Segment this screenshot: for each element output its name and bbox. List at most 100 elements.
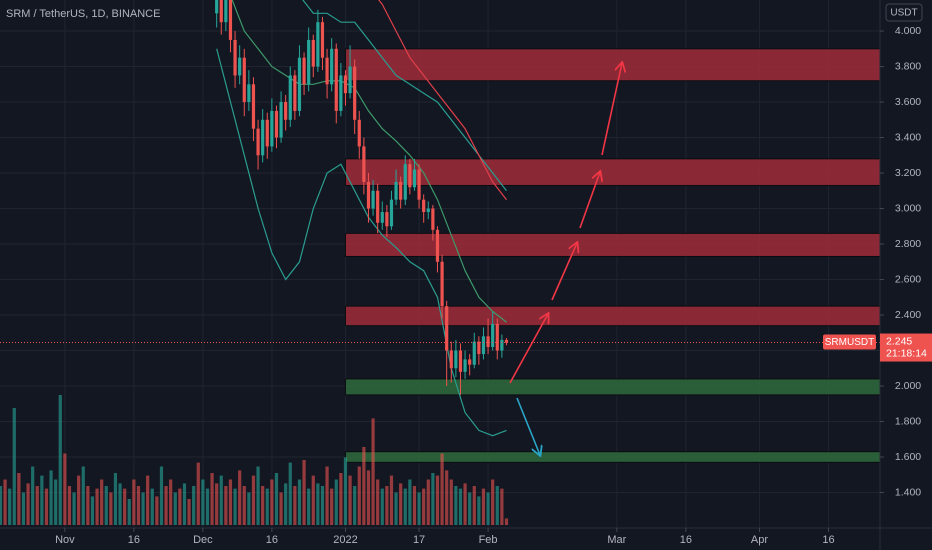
candle-body [265,119,269,147]
volume-bar [215,483,219,525]
candle-body [256,128,260,156]
y-tick-label: 2.800 [895,238,921,250]
candle-body [408,164,412,188]
y-tick-label: 3.000 [895,202,921,214]
volume-bar [481,488,486,525]
volume-bar [155,496,159,525]
y-tick-label: 3.800 [895,60,921,72]
volume-bar [348,475,352,525]
volume-bar [238,470,242,525]
volume-bar [58,395,62,525]
indicator-line [378,0,507,201]
volume-bar [26,483,30,525]
volume-bar [81,466,85,525]
currency-box[interactable] [885,3,923,22]
volume-bar [95,488,99,525]
candle-body [343,75,348,94]
volume-bar [90,496,95,525]
volume-bar [339,473,343,525]
volume-bar [288,462,292,525]
volume-bar [251,475,256,525]
candle-body [366,181,371,209]
candle-body [238,57,242,76]
volume-bar [330,488,334,525]
indicator-line [231,0,507,323]
candle-body [500,339,504,351]
volume-bar [500,488,504,525]
volume-bar [169,479,173,525]
candle-body [325,57,329,85]
volume-bar [35,486,39,525]
candle-body [376,190,380,223]
candle-body [399,181,403,200]
volume-bar [242,486,246,525]
volume-bar [196,462,200,525]
arrow [509,314,548,384]
y-tick-label: 2.600 [895,273,921,285]
volume-bar [256,466,260,525]
volume-bar [233,488,237,525]
chart-title: SRM / TetherUS, 1D, BINANCE [6,8,160,20]
volume-bar [173,492,177,525]
volume-bar [357,466,361,525]
candle-body [491,323,495,347]
volume-bar [307,488,311,525]
volume-bar [366,470,371,525]
volume-bar [422,488,426,525]
x-tick-label: 16 [680,534,692,546]
candle-body [224,0,228,23]
candle-body [362,146,366,182]
candle-body [463,359,467,372]
volume-bar [224,486,228,525]
zone [344,232,880,257]
candle-body [247,84,251,103]
candle-body [288,75,292,120]
candle-body [431,208,435,230]
candle-body [242,57,246,103]
volume-bar [320,486,325,525]
volume-bar [408,479,412,525]
candle-body [348,66,352,94]
volume-bar [343,457,348,525]
x-tick-label: 16 [822,534,834,546]
volume-bar [31,466,35,525]
candle-body [412,169,417,188]
volume-bar [435,475,440,525]
candle-body [486,336,490,347]
volume-bar [187,499,191,525]
x-tick-label: 16 [266,534,278,546]
plot-area [0,0,880,525]
volume-bar [40,475,44,525]
y-tick-label: 3.600 [895,96,921,108]
volume-bar [477,496,481,525]
zone [344,158,880,186]
volume-bar [141,492,145,525]
candle-body [311,39,315,67]
candle-body [274,110,279,138]
volume-bar [146,475,150,525]
arrow [579,172,600,229]
candle-body [449,350,453,369]
volume-bar [274,473,279,525]
candle-body [504,339,509,343]
volume-bar [445,470,449,525]
volume-bar [362,447,366,525]
volume-bar [86,486,90,525]
candle-body [403,164,407,200]
volume-bar [49,470,53,525]
volume-bar [8,488,12,525]
candle-body [330,48,334,85]
volume-bar [334,479,338,525]
countdown-label: 21:18:14 [886,347,927,359]
zone [344,451,880,463]
volume-bar [219,475,223,525]
candle-body [307,39,311,85]
volume-bar [389,475,394,525]
y-tick-label: 1.400 [895,486,921,498]
volume-bar [279,492,283,525]
zone [344,305,880,327]
volume-bar [104,486,108,525]
candle-body [426,208,430,213]
candle-body [334,48,338,111]
